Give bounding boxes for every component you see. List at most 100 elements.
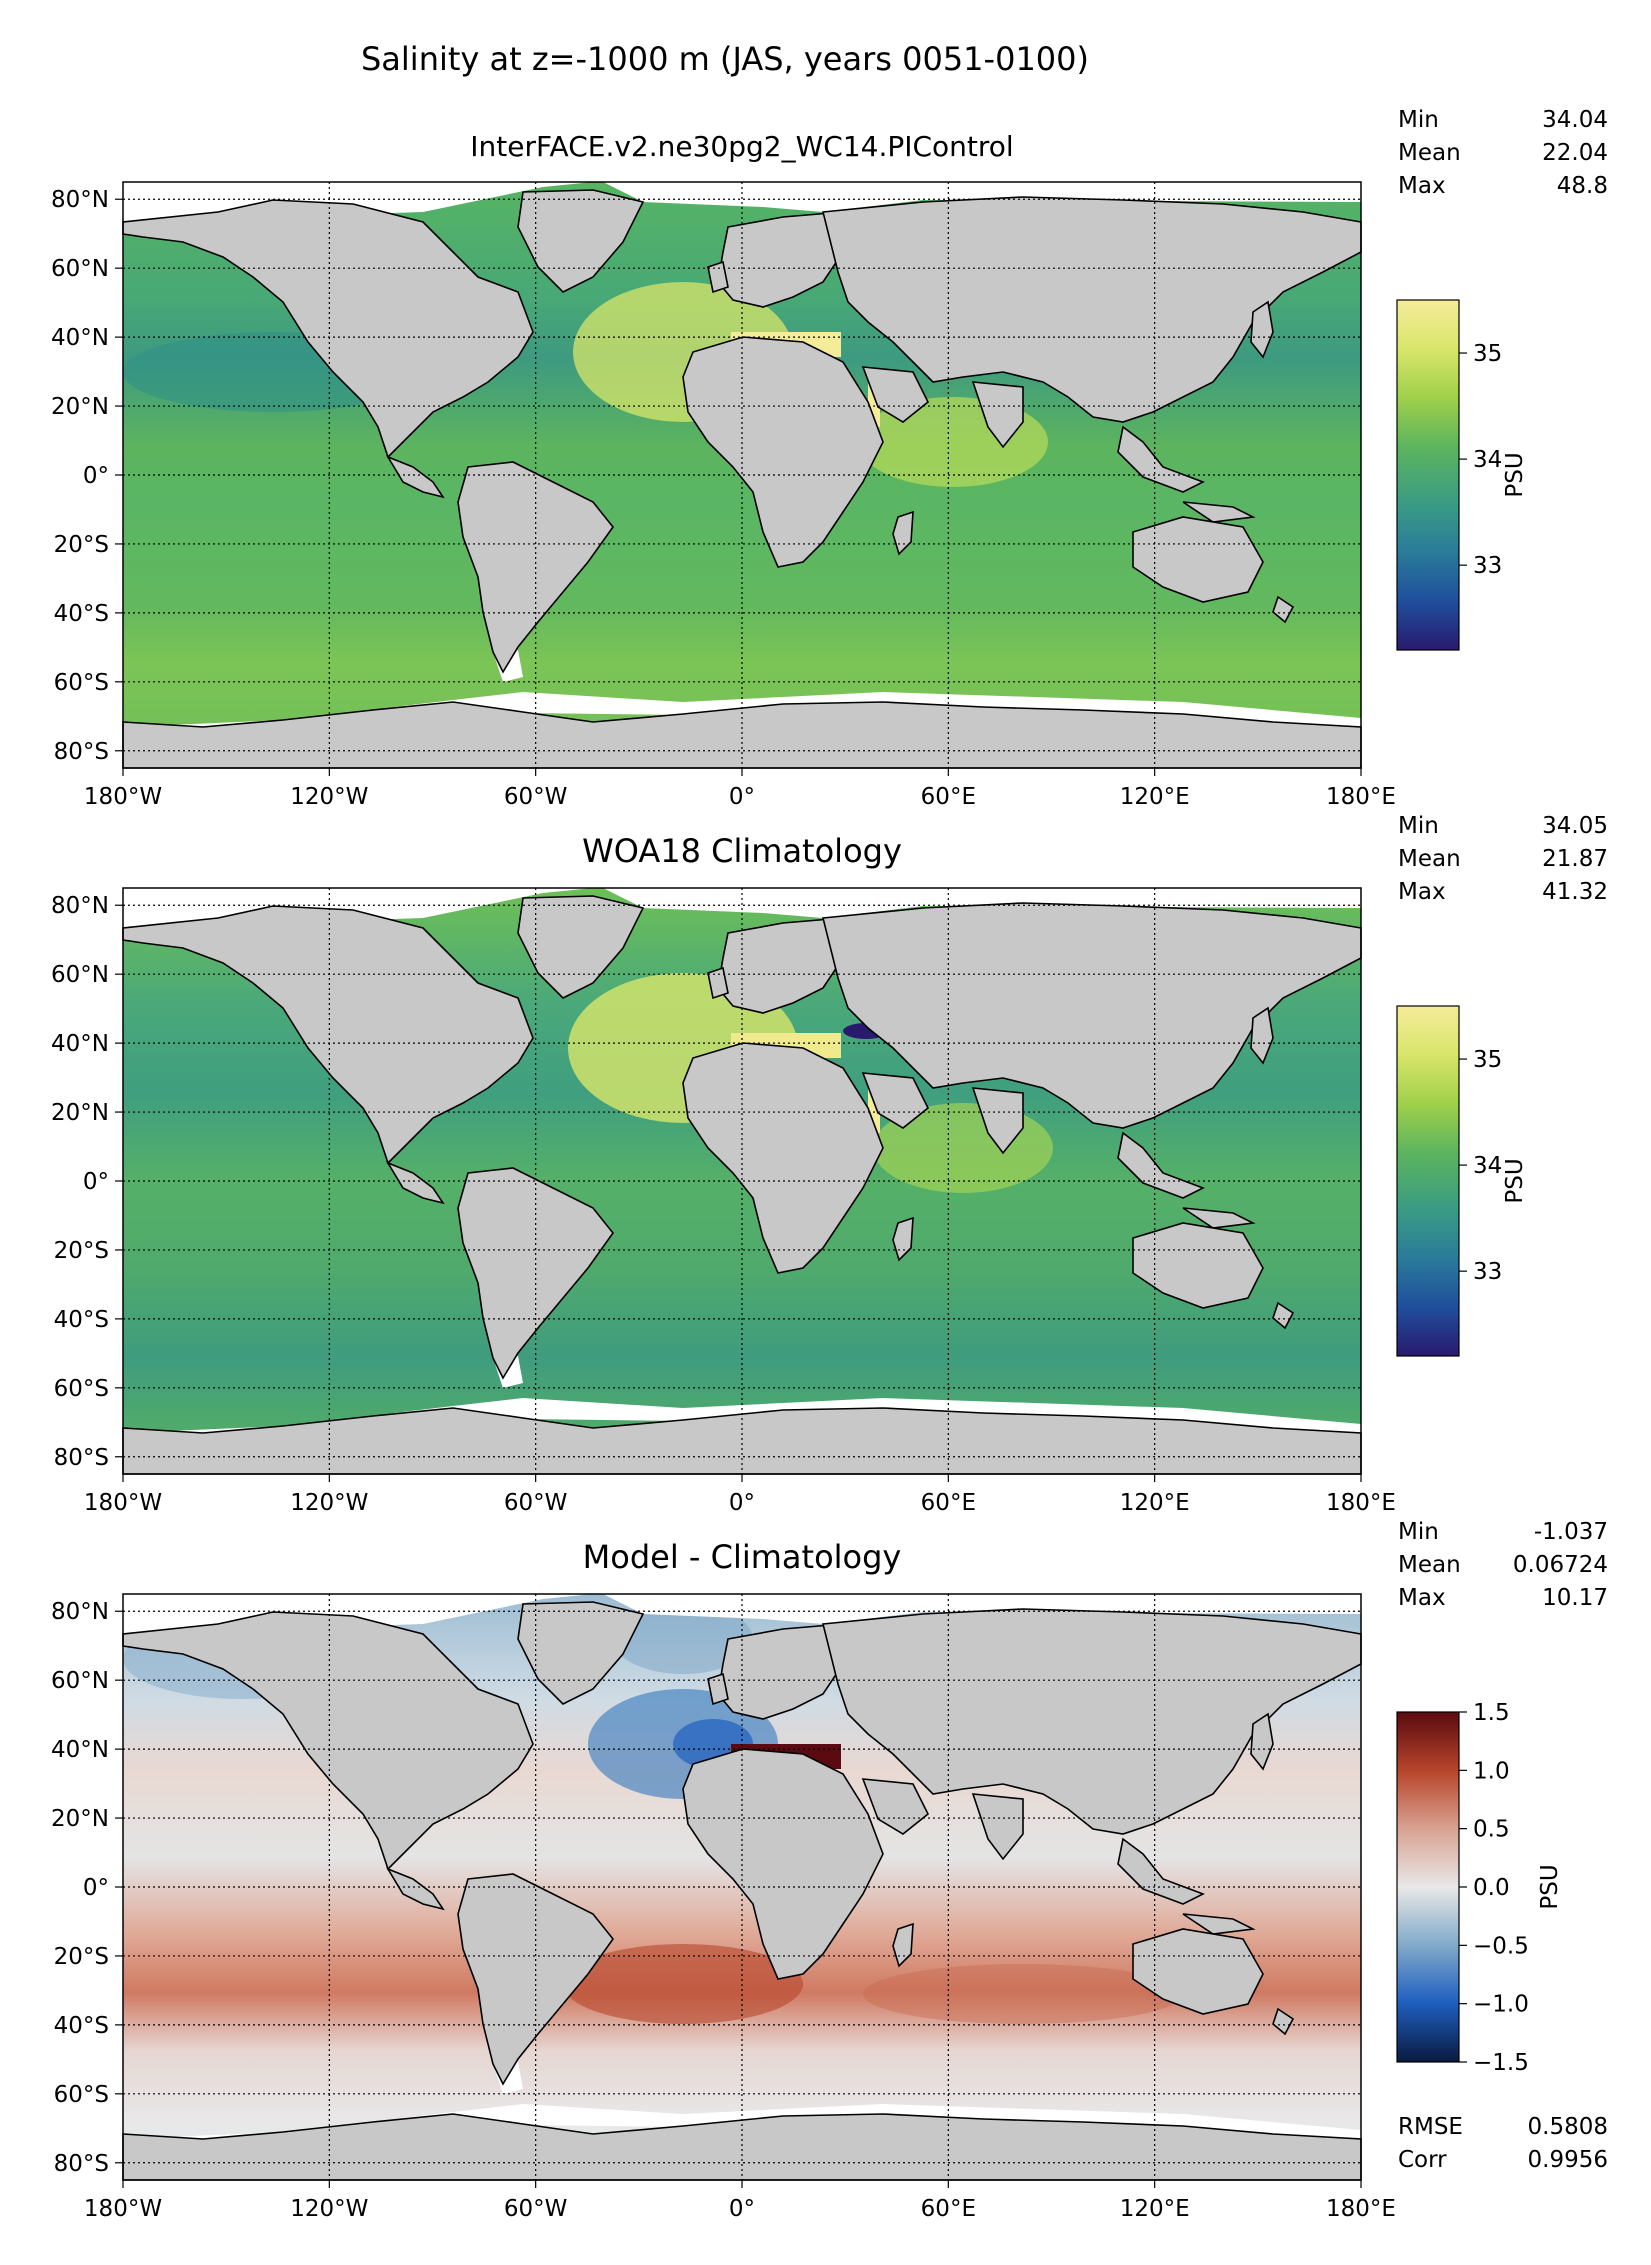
- xtick-label: 60°W: [504, 784, 568, 810]
- colorbar-tick-label: 1.0: [1473, 1758, 1510, 1784]
- salty-bias-south-indian: [863, 1964, 1183, 2024]
- xtick-label: 180°W: [84, 784, 162, 810]
- ytick-label: 40°S: [54, 601, 109, 627]
- ytick-label: 40°N: [51, 1737, 109, 1763]
- error-stats-box: RMSE 0.5808 Corr 0.9956: [1398, 2114, 1608, 2173]
- stat-label-mean: Mean: [1398, 140, 1461, 166]
- fresh-bias-arctic: [613, 1604, 753, 1674]
- xtick-label: 180°W: [84, 1490, 162, 1516]
- xtick-label: 60°W: [504, 2196, 568, 2222]
- colorbar-tick-label: 34: [1473, 447, 1502, 473]
- ytick-label: 20°N: [51, 1100, 109, 1126]
- colorbar-tick-label: −0.5: [1473, 1933, 1529, 1959]
- ytick-label: 20°N: [51, 394, 109, 420]
- colorbar-tick-label: 35: [1473, 1047, 1502, 1073]
- ytick-label: 80°N: [51, 893, 109, 919]
- colorbar-tick-label: 1.5: [1473, 1700, 1510, 1726]
- salty-bias-south-atlantic: [563, 1944, 803, 2024]
- colorbar-tick-label: 35: [1473, 341, 1502, 367]
- panel-title: InterFACE.v2.ne30pg2_WC14.PIControl: [470, 130, 1013, 163]
- ytick-label: 40°N: [51, 325, 109, 351]
- stat-label-max: Max: [1398, 173, 1446, 199]
- xtick-label: 0°: [729, 784, 755, 810]
- xtick-label: 0°: [729, 1490, 755, 1516]
- ytick-label: 60°S: [54, 670, 109, 696]
- stats-box: Min 34.05 Mean 21.87 Max 41.32: [1398, 813, 1608, 905]
- stat-value-max: 10.17: [1542, 1585, 1608, 1611]
- ytick-label: 20°S: [54, 532, 109, 558]
- colorbar: −1.5 −1.0 −0.5 0.0 0.5 1.0 1.5 PSU: [1396, 1700, 1563, 2076]
- colorbar-tick-label: 0.0: [1473, 1875, 1510, 1901]
- panel-title: WOA18 Climatology: [582, 832, 902, 870]
- xtick-label: 0°: [729, 2196, 755, 2222]
- xtick-label: 180°E: [1326, 2196, 1396, 2222]
- ytick-label: 40°N: [51, 1031, 109, 1057]
- stat-value-rmse: 0.5808: [1528, 2114, 1608, 2140]
- ytick-label: 80°S: [54, 2151, 109, 2177]
- stat-label-max: Max: [1398, 1585, 1446, 1611]
- xtick-label: 180°W: [84, 2196, 162, 2222]
- stat-label-min: Min: [1398, 813, 1439, 839]
- xtick-label: 120°E: [1120, 1490, 1190, 1516]
- colorbar-label: PSU: [1502, 452, 1528, 497]
- panel-model: InterFACE.v2.ne30pg2_WC14.PIControl 80°N…: [51, 107, 1608, 810]
- xtick-label: 120°E: [1120, 784, 1190, 810]
- stat-label-mean: Mean: [1398, 846, 1461, 872]
- xtick-label: 180°E: [1326, 784, 1396, 810]
- xtick-label: 60°E: [921, 2196, 976, 2222]
- xtick-label: 60°W: [504, 1490, 568, 1516]
- colorbar: 33 34 35 PSU: [1396, 299, 1528, 651]
- panel-difference: Model - Climatology 80°N 60°N 40°N 20°N 0° 20…: [51, 1519, 1608, 2222]
- ytick-label: 20°S: [54, 1238, 109, 1264]
- colorbar-tick-label: 0.5: [1473, 1817, 1510, 1843]
- stat-value-max: 48.8: [1557, 173, 1608, 199]
- stat-label-mean: Mean: [1398, 1552, 1461, 1578]
- stat-value-min: -1.037: [1534, 1519, 1608, 1545]
- stat-label-corr: Corr: [1398, 2147, 1447, 2173]
- stat-label-min: Min: [1398, 1519, 1439, 1545]
- stats-box: Min -1.037 Mean 0.06724 Max 10.17: [1398, 1519, 1608, 1611]
- colorbar-label: PSU: [1502, 1158, 1528, 1203]
- ytick-label: 20°S: [54, 1944, 109, 1970]
- xtick-label: 120°W: [290, 784, 368, 810]
- ytick-label: 60°N: [51, 962, 109, 988]
- stat-value-max: 41.32: [1542, 879, 1608, 905]
- xtick-label: 120°W: [290, 1490, 368, 1516]
- xtick-label: 60°E: [921, 1490, 976, 1516]
- ytick-label: 40°S: [54, 2013, 109, 2039]
- colorbar-tick-label: −1.5: [1473, 2050, 1529, 2076]
- stat-label-min: Min: [1398, 107, 1439, 133]
- colorbar-tick-label: −1.0: [1473, 1992, 1529, 2018]
- colorbar-bar: [1396, 1005, 1460, 1357]
- xtick-label: 180°E: [1326, 1490, 1396, 1516]
- ytick-label: 60°N: [51, 256, 109, 282]
- colorbar-tick-label: 33: [1473, 1259, 1502, 1285]
- panel-climatology: WOA18 Climatology 80°N 60°N 40°N 20°N 0° 20°S…: [51, 813, 1608, 1516]
- ytick-label: 60°N: [51, 1668, 109, 1694]
- stat-value-mean: 0.06724: [1513, 1552, 1608, 1578]
- colorbar-tick-label: 33: [1473, 553, 1502, 579]
- stat-value-mean: 21.87: [1542, 846, 1608, 872]
- stat-label-rmse: RMSE: [1398, 2114, 1463, 2140]
- stat-label-max: Max: [1398, 879, 1446, 905]
- ytick-label: 0°: [83, 463, 109, 489]
- ytick-label: 0°: [83, 1875, 109, 1901]
- ytick-label: 60°S: [54, 2082, 109, 2108]
- panel-title: Model - Climatology: [583, 1538, 902, 1576]
- colorbar-bar: [1396, 1711, 1460, 2063]
- ytick-label: 80°N: [51, 187, 109, 213]
- ytick-label: 60°S: [54, 1376, 109, 1402]
- stat-value-min: 34.04: [1542, 107, 1608, 133]
- xtick-label: 60°E: [921, 784, 976, 810]
- colorbar-label: PSU: [1537, 1864, 1563, 1909]
- ytick-label: 40°S: [54, 1307, 109, 1333]
- stat-value-corr: 0.9956: [1528, 2147, 1608, 2173]
- ytick-label: 80°S: [54, 739, 109, 765]
- ytick-label: 80°S: [54, 1445, 109, 1471]
- stats-box: Min 34.04 Mean 22.04 Max 48.8: [1398, 107, 1608, 199]
- ytick-label: 0°: [83, 1169, 109, 1195]
- figure-title: Salinity at z=-1000 m (JAS, years 0051-0…: [361, 40, 1089, 78]
- stat-value-mean: 22.04: [1542, 140, 1608, 166]
- xtick-label: 120°E: [1120, 2196, 1190, 2222]
